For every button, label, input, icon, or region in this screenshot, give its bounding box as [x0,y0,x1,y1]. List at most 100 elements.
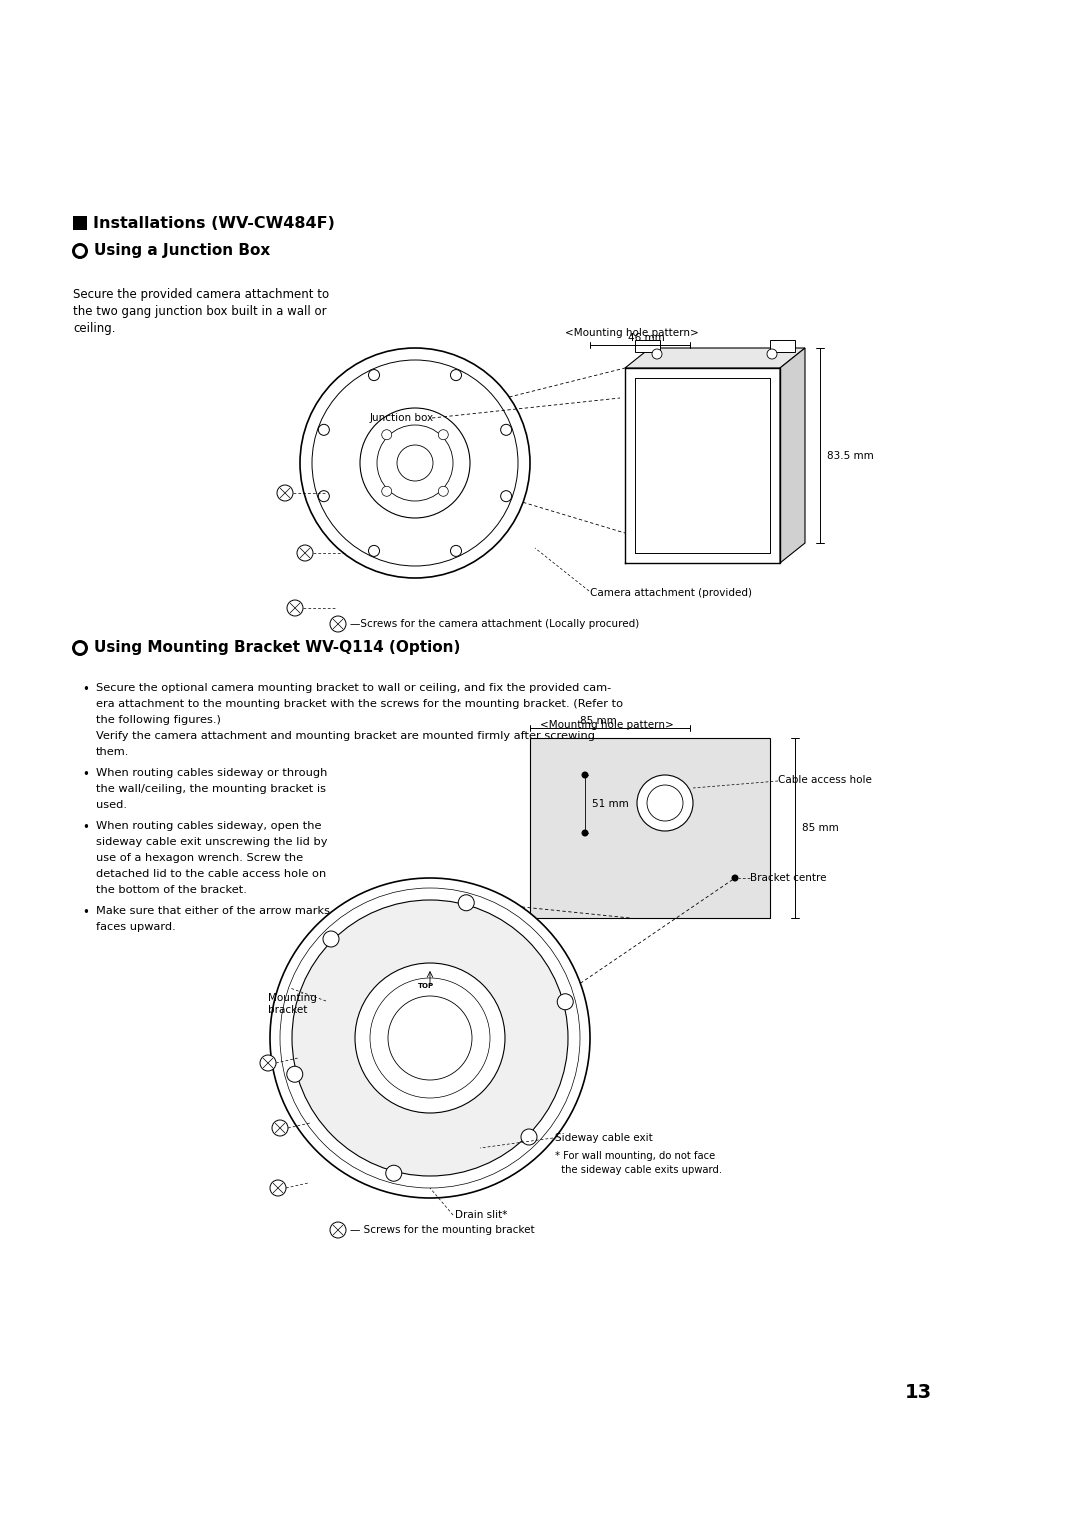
Bar [530,738,770,918]
Text: the wall/ceiling, the mounting bracket is: the wall/ceiling, the mounting bracket i… [96,784,326,795]
Circle shape [312,361,518,565]
Circle shape [377,425,453,501]
Circle shape [450,370,461,380]
Circle shape [280,888,580,1187]
Text: Mounting
bracket: Mounting bracket [268,993,316,1015]
Text: •: • [82,906,89,918]
Circle shape [360,408,470,518]
Text: 85 mm: 85 mm [580,717,617,726]
Bar [635,341,660,351]
Text: — Screws for the mounting bracket: — Screws for the mounting bracket [350,1225,535,1235]
Circle shape [75,643,85,652]
Circle shape [260,1054,276,1071]
Text: Drain slit*: Drain slit* [455,1210,508,1219]
Text: Secure the provided camera attachment to: Secure the provided camera attachment to [73,287,329,301]
Circle shape [270,879,590,1198]
Text: Camera attachment (provided): Camera attachment (provided) [590,588,752,597]
Circle shape [767,348,777,359]
Polygon shape [780,348,805,562]
Text: When routing cables sideway, open the: When routing cables sideway, open the [96,821,322,831]
Text: —Screws for the camera attachment (Locally procured): —Screws for the camera attachment (Local… [350,619,639,630]
Circle shape [381,429,392,440]
Circle shape [458,895,474,911]
Circle shape [637,775,693,831]
Circle shape [355,963,505,1112]
Circle shape [557,993,573,1010]
Circle shape [397,445,433,481]
Circle shape [75,246,85,257]
Bar [73,215,87,231]
Circle shape [319,490,329,501]
Text: When routing cables sideway or through: When routing cables sideway or through [96,769,327,778]
Text: detached lid to the cable access hole on: detached lid to the cable access hole on [96,869,326,879]
Text: ceiling.: ceiling. [73,322,116,335]
Text: Using a Junction Box: Using a Junction Box [94,243,270,258]
Text: •: • [82,769,89,781]
Bar [530,738,770,918]
Circle shape [521,1129,537,1144]
Text: them.: them. [96,747,130,756]
Circle shape [731,874,739,882]
Circle shape [300,348,530,578]
Text: 51 mm: 51 mm [592,799,629,808]
Circle shape [368,370,379,380]
Circle shape [330,1222,346,1238]
Text: used.: used. [96,801,127,810]
FancyBboxPatch shape [406,1067,454,1094]
Circle shape [388,996,472,1080]
Text: 83.5 mm: 83.5 mm [827,451,874,461]
Circle shape [287,601,303,616]
Text: 46 mm: 46 mm [627,333,665,342]
Text: era attachment to the mounting bracket with the screws for the mounting bracket.: era attachment to the mounting bracket w… [96,698,623,709]
Circle shape [330,616,346,633]
Circle shape [647,785,683,821]
Text: Verify the camera attachment and mounting bracket are mounted firmly after screw: Verify the camera attachment and mountin… [96,730,595,741]
Text: use of a hexagon wrench. Screw the: use of a hexagon wrench. Screw the [96,853,303,863]
Text: TOP: TOP [418,983,434,989]
Text: sideway cable exit unscrewing the lid by: sideway cable exit unscrewing the lid by [96,837,327,847]
Circle shape [368,545,379,556]
Text: •: • [82,683,89,695]
Circle shape [501,425,512,435]
Text: Sideway cable exit: Sideway cable exit [555,1132,652,1143]
Text: Bracket centre: Bracket centre [750,872,826,883]
Text: Cable access hole: Cable access hole [778,775,872,785]
Text: Installations (WV-CW484F): Installations (WV-CW484F) [93,215,335,231]
Circle shape [287,1067,302,1082]
Text: Using Mounting Bracket WV-Q114 (Option): Using Mounting Bracket WV-Q114 (Option) [94,640,460,656]
Text: Make sure that either of the arrow marks: Make sure that either of the arrow marks [96,906,330,915]
FancyBboxPatch shape [406,983,454,1010]
Circle shape [581,772,589,778]
Circle shape [270,1180,286,1196]
Circle shape [323,931,339,947]
Circle shape [450,545,461,556]
Text: <Mounting hole pattern>: <Mounting hole pattern> [540,720,674,730]
Circle shape [438,429,448,440]
Text: <Mounting hole pattern>: <Mounting hole pattern> [565,329,699,338]
Circle shape [297,545,313,561]
Circle shape [319,425,329,435]
Circle shape [72,243,87,260]
Bar [770,341,795,351]
Circle shape [292,900,568,1177]
Text: Secure the optional camera mounting bracket to wall or ceiling, and fix the prov: Secure the optional camera mounting brac… [96,683,611,694]
Circle shape [381,486,392,497]
Text: the two gang junction box built in a wall or: the two gang junction box built in a wal… [73,306,326,318]
Circle shape [581,830,589,836]
Circle shape [652,348,662,359]
Circle shape [72,640,87,656]
Circle shape [370,978,490,1099]
Circle shape [386,1166,402,1181]
Text: •: • [82,821,89,834]
Text: faces upward.: faces upward. [96,921,176,932]
Text: the sideway cable exits upward.: the sideway cable exits upward. [555,1164,723,1175]
Text: the bottom of the bracket.: the bottom of the bracket. [96,885,247,895]
Circle shape [501,490,512,501]
Circle shape [272,1120,288,1135]
Text: 85 mm: 85 mm [802,824,839,833]
Text: * For wall mounting, do not face: * For wall mounting, do not face [555,1151,715,1161]
Text: 13: 13 [905,1383,932,1403]
Polygon shape [625,348,805,368]
Text: the following figures.): the following figures.) [96,715,221,724]
Circle shape [438,486,448,497]
